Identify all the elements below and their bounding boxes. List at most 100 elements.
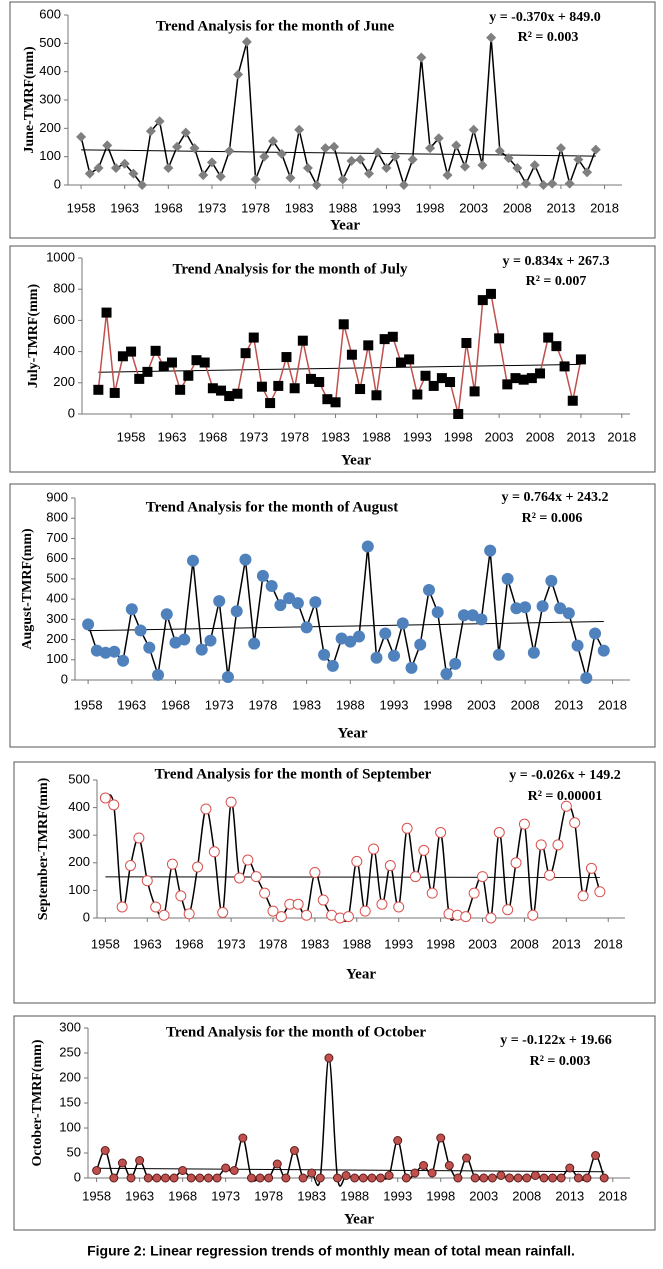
marker [367,1173,377,1183]
y-tick-label: 800 [53,281,75,296]
x-tick-label: 1958 [117,429,146,444]
marker [405,661,418,674]
x-tick-label: 2008 [526,429,555,444]
marker [322,394,333,405]
marker [311,180,322,190]
marker [241,36,252,47]
marker [545,574,558,587]
r-squared: R² = 0.003 [530,1054,591,1069]
marker [292,898,304,910]
x-tick-label: 2018 [594,936,623,951]
marker [119,158,130,169]
x-tick-label: 1983 [285,200,314,215]
marker [512,163,523,173]
r-squared: R² = 0.00001 [528,789,603,804]
marker [521,178,532,189]
marker [418,844,430,856]
marker [291,597,304,610]
marker [326,659,339,672]
marker [361,540,374,553]
marker [186,1173,196,1183]
y-tick-label: 0 [83,909,90,924]
marker [350,1173,360,1183]
marker [200,803,212,815]
marker [351,855,363,867]
marker [484,544,497,557]
marker [134,373,145,384]
x-tick-label: 2003 [485,429,514,444]
marker [526,373,537,384]
y-tick-label: 400 [46,591,68,606]
marker [203,1173,213,1183]
x-tick-label: 1968 [175,936,204,951]
marker [101,307,112,318]
marker [444,1161,454,1170]
x-tick-label: 1993 [384,936,413,951]
x-tick-label: 1968 [198,429,227,444]
marker [240,348,251,359]
marker [393,901,405,913]
y-tick-label: 100 [59,1119,81,1134]
chart-title: Trend Analysis for the month of Septembe… [155,766,432,782]
x-tick-label: 2003 [459,200,488,215]
marker [567,395,578,406]
trend-equation: y = 0.834x + 267.3 [503,254,610,269]
x-tick-label: 1998 [426,1188,455,1203]
marker [233,872,245,884]
marker [597,644,610,657]
marker [306,373,317,384]
x-tick-label: 1983 [300,936,329,951]
marker [160,1173,170,1183]
marker [221,1163,231,1173]
chart-title: Trend Analysis for the month of July [172,261,408,277]
marker [268,136,279,147]
chart-title: Trend Analysis for the month of October [166,1024,426,1040]
marker [175,384,186,395]
y-tick-label: 900 [46,489,68,504]
marker [555,143,566,154]
marker [376,898,388,910]
marker [342,911,354,923]
marker [433,133,444,144]
marker [298,1173,308,1183]
x-tick-label: 1978 [241,200,270,215]
marker [427,1168,437,1178]
marker [198,170,209,181]
marker [449,657,462,670]
marker [248,332,259,343]
y-tick-label: 600 [39,6,61,21]
marker [315,1173,325,1183]
y-tick-label: 200 [39,120,61,135]
marker [436,373,447,384]
y-axis-label: June-TMRF(mm) [22,46,37,154]
marker [232,388,243,399]
x-tick-label: 2018 [598,697,627,712]
r-squared: R² = 0.007 [526,274,587,289]
marker [425,143,436,154]
marker [317,894,329,906]
panel-border [13,761,656,1004]
x-tick-label: 1973 [211,1188,240,1203]
marker [510,602,523,615]
marker [513,1173,523,1183]
x-tick-label: 1963 [158,429,187,444]
marker [344,635,357,648]
x-axis-label: Year [344,1211,374,1227]
marker [492,648,505,661]
marker [125,603,138,616]
marker [522,1173,532,1183]
marker [337,174,348,185]
marker [518,818,530,830]
marker [238,1133,248,1143]
marker [117,654,130,667]
y-tick-label: 0 [68,405,75,420]
x-tick-label: 1978 [254,1188,283,1203]
y-axis-label: July-TMRF(mm) [26,284,41,389]
marker [150,901,162,913]
marker [582,167,593,178]
marker [404,354,415,365]
marker [589,627,602,640]
marker [152,1173,162,1183]
marker [285,172,296,183]
marker [102,140,113,151]
